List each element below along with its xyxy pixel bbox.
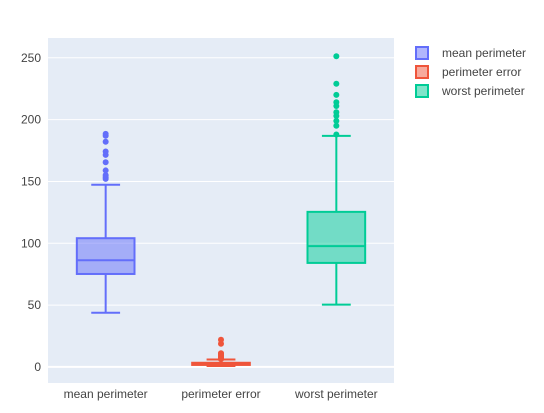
outlier-point [102, 148, 109, 155]
y-tick-label: 100 [21, 236, 41, 250]
outlier-point [218, 350, 224, 357]
outlier-point [333, 117, 340, 124]
y-tick-label: 250 [21, 51, 41, 65]
legend-item-worst-perimeter[interactable]: worst perimeter [415, 84, 525, 98]
outlier-point [333, 122, 340, 129]
interquartile-box [75, 237, 136, 275]
y-tick-label: 200 [21, 113, 41, 127]
y-tick-label: 0 [34, 360, 41, 374]
box-mean-perimeter[interactable] [75, 130, 136, 314]
outlier-point [102, 167, 109, 174]
legend-item-mean-perimeter[interactable]: mean perimeter [415, 46, 526, 60]
outlier-point [333, 109, 340, 116]
outlier-point [333, 80, 340, 87]
y-axis-ticks: 0 50 100 150 200 250 [21, 51, 41, 374]
legend-item-perimeter-error[interactable]: perimeter error [415, 65, 521, 79]
outlier-point [102, 130, 109, 137]
legend-swatch [415, 65, 429, 79]
box-perimeter-error[interactable] [191, 336, 251, 367]
outlier-point [102, 138, 109, 145]
x-tick-label: perimeter error [181, 387, 260, 401]
outlier-point [333, 53, 340, 60]
legend-swatch [415, 84, 429, 98]
boxes [75, 53, 367, 367]
outlier-point [102, 159, 109, 166]
x-tick-label: mean perimeter [64, 387, 148, 401]
box-worst-perimeter[interactable] [306, 53, 367, 306]
outlier-point [333, 99, 340, 106]
outlier-point [333, 131, 340, 138]
legend[interactable]: mean perimeter perimeter error worst perim… [415, 46, 526, 98]
legend-swatch [415, 46, 429, 60]
interquartile-box [306, 210, 367, 264]
legend-label: worst perimeter [441, 84, 525, 98]
legend-label: perimeter error [442, 65, 521, 79]
outlier-point [102, 172, 109, 179]
y-tick-label: 150 [21, 174, 41, 188]
outlier-point [333, 91, 340, 98]
legend-label: mean perimeter [442, 46, 526, 60]
plot-background [48, 38, 394, 383]
x-axis-ticks: mean perimeter perimeter error worst perim… [64, 387, 378, 401]
outlier-point [218, 336, 224, 343]
x-tick-label: worst perimeter [294, 387, 378, 401]
y-tick-label: 50 [28, 298, 42, 312]
